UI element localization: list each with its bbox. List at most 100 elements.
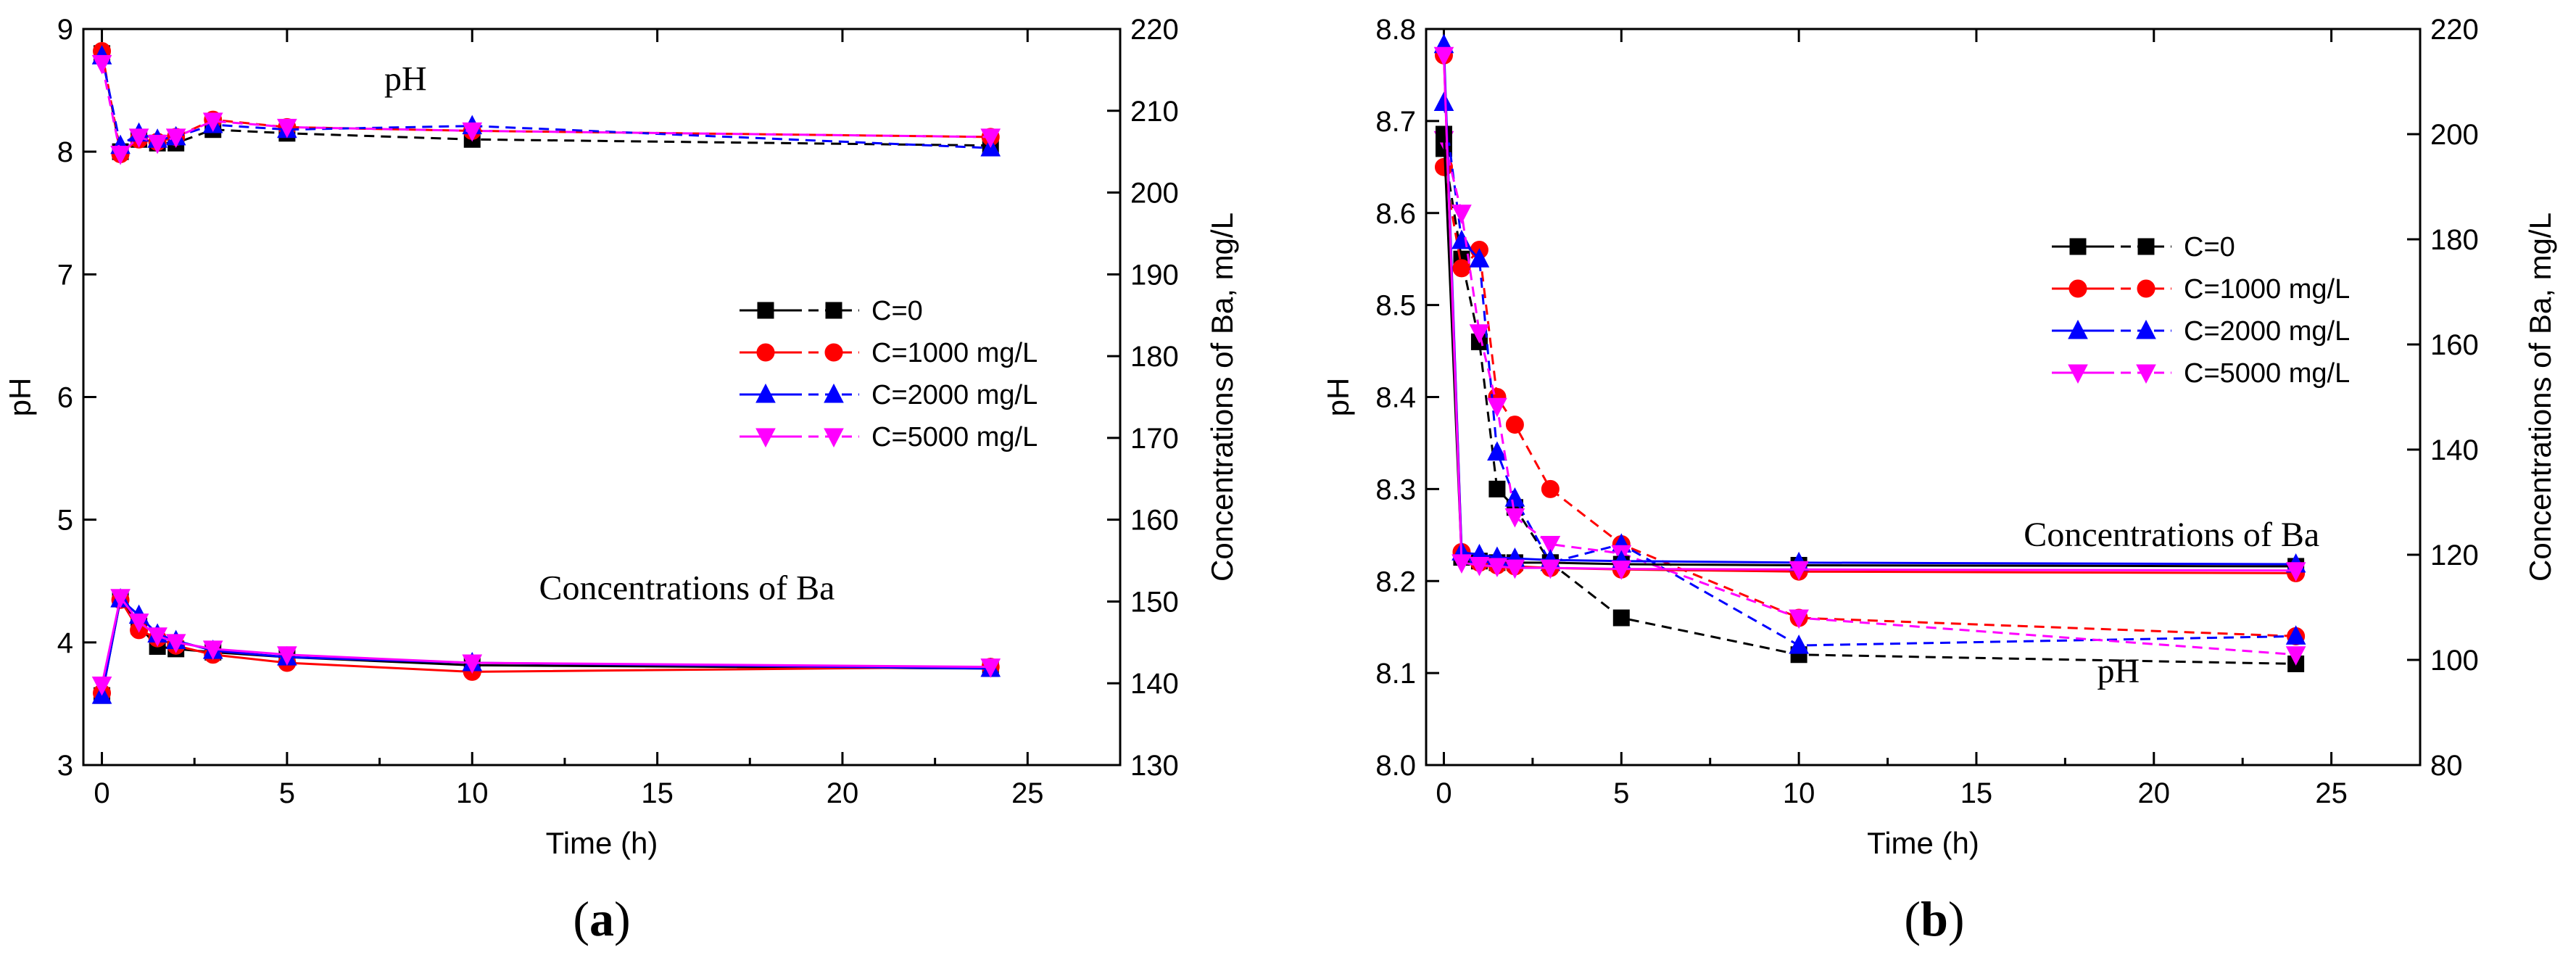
legend-label: C=5000 mg/L: [2184, 358, 2350, 389]
y2-tick-label: 170: [1130, 423, 1179, 455]
series-line: [1442, 133, 2296, 568]
series-line: [1442, 55, 2296, 574]
legend-marker: [824, 343, 843, 362]
series-line: [1443, 139, 2296, 656]
data-point: [1435, 125, 1452, 143]
y-tick-label: 4: [57, 627, 73, 659]
panel-label-open: (: [1904, 891, 1921, 946]
data-point: [1504, 487, 1525, 507]
panel-b-chart: 0 5 10 15 20 25 8.0 8.1 8.2 8.3 8.4 8.5 8.6 8.7 8.8 80 1…: [1321, 14, 2557, 946]
legend-marker: [825, 302, 842, 319]
data-point: [110, 146, 131, 165]
legend-label: C=0: [871, 296, 923, 326]
annotation-ba: Concentrations of Ba: [2024, 516, 2319, 554]
legend-label: C=2000 mg/L: [871, 380, 1038, 410]
legend-marker: [2136, 364, 2156, 384]
legend: C=0 C=1000 mg/L C=2000 mg/L C=5000 mg/L: [2052, 232, 2350, 389]
panel-label-letter: a: [589, 891, 614, 946]
y-tick-label: 8.6: [1375, 198, 1416, 230]
data-point: [1540, 536, 1561, 555]
y2-tick-label: 160: [2430, 329, 2479, 361]
data-point: [1487, 397, 1507, 418]
y-axis-title: pH: [1321, 378, 1355, 417]
x-tick-label: 10: [1783, 777, 1815, 809]
x-tick-label: 0: [94, 777, 109, 809]
y2-tick-label: 200: [1130, 178, 1179, 210]
y2-tick-label: 100: [2430, 645, 2479, 677]
legend-label: C=0: [2184, 232, 2235, 263]
data-point: [1789, 561, 1809, 581]
panel-label-close: ): [1948, 891, 1965, 946]
series-line: [101, 597, 991, 694]
series-line: [101, 597, 991, 696]
series-ph-0: [1435, 140, 2305, 672]
y2-tick-label: 160: [1130, 505, 1179, 537]
series-line: [1442, 55, 2296, 572]
data-point: [128, 613, 149, 633]
data-point: [1469, 324, 1490, 344]
data-point: [1452, 259, 1471, 278]
y-tick-label: 8.8: [1375, 14, 1416, 46]
legend-marker: [2068, 279, 2087, 298]
data-point: [1451, 554, 1472, 574]
x-tick-label: 20: [2138, 777, 2171, 809]
data-point: [165, 128, 186, 148]
x-tick-label: 15: [641, 777, 674, 809]
data-point: [110, 589, 131, 608]
y2-tick-label: 220: [2430, 14, 2479, 46]
x-tick-label: 0: [1436, 777, 1451, 809]
data-point: [277, 118, 297, 139]
data-point: [147, 627, 167, 647]
data-point: [1469, 557, 1490, 577]
y2-tick-label: 80: [2430, 750, 2463, 782]
x-tick-label: 20: [827, 777, 859, 809]
y-tick-label: 8.1: [1375, 658, 1416, 690]
data-point: [1504, 559, 1525, 579]
legend-marker: [755, 383, 776, 403]
data-point: [277, 646, 297, 666]
annotation-ph: pH: [384, 60, 427, 99]
data-point: [1540, 559, 1561, 579]
y2-tick-label: 140: [1130, 668, 1179, 700]
data-point: [2285, 562, 2306, 582]
legend-marker: [2068, 364, 2088, 384]
data-point: [462, 122, 483, 142]
series-ba-5: [93, 590, 1000, 703]
legend-marker: [756, 343, 775, 362]
data-point: [202, 640, 223, 660]
y2-tick-label: 150: [1130, 586, 1179, 618]
y2-tick-label: 140: [2430, 434, 2479, 466]
data-point: [462, 654, 483, 674]
legend-marker: [757, 302, 774, 319]
y-tick-label: 7: [57, 259, 73, 291]
y-tick-label: 5: [57, 505, 73, 537]
series-ph-1: [93, 41, 1000, 164]
legend-label: C=1000 mg/L: [871, 338, 1038, 368]
data-point: [1488, 480, 1506, 497]
series-line: [101, 51, 991, 157]
y2-axis-title: Concentrations of Ba, mg/L: [2523, 212, 2557, 582]
annotation-ph: pH: [2097, 652, 2140, 690]
y2-tick-label: 220: [1130, 14, 1179, 46]
legend: C=0 C=1000 mg/L C=2000 mg/L C=5000 mg/L: [740, 296, 1038, 453]
series-line: [1443, 148, 2296, 665]
panel-label-close: ): [614, 891, 631, 946]
legend-marker: [824, 428, 844, 448]
series-ph-2: [91, 45, 1001, 157]
data-point: [1541, 479, 1560, 498]
panel-label: (b): [1904, 891, 1964, 946]
series-ba-7: [91, 589, 1001, 696]
data-point: [1505, 416, 1524, 434]
x-tick-label: 25: [1011, 777, 1044, 809]
legend-marker: [2068, 319, 2088, 339]
series-line: [101, 55, 991, 149]
x-tick-label: 15: [1960, 777, 1993, 809]
y-tick-label: 8.5: [1375, 290, 1416, 322]
data-point: [1469, 248, 1490, 268]
data-point: [1789, 634, 1809, 654]
series-ph-2: [1433, 91, 2306, 654]
x-tick-label: 5: [1613, 777, 1629, 809]
legend-marker: [2136, 319, 2156, 339]
data-point: [91, 54, 112, 75]
